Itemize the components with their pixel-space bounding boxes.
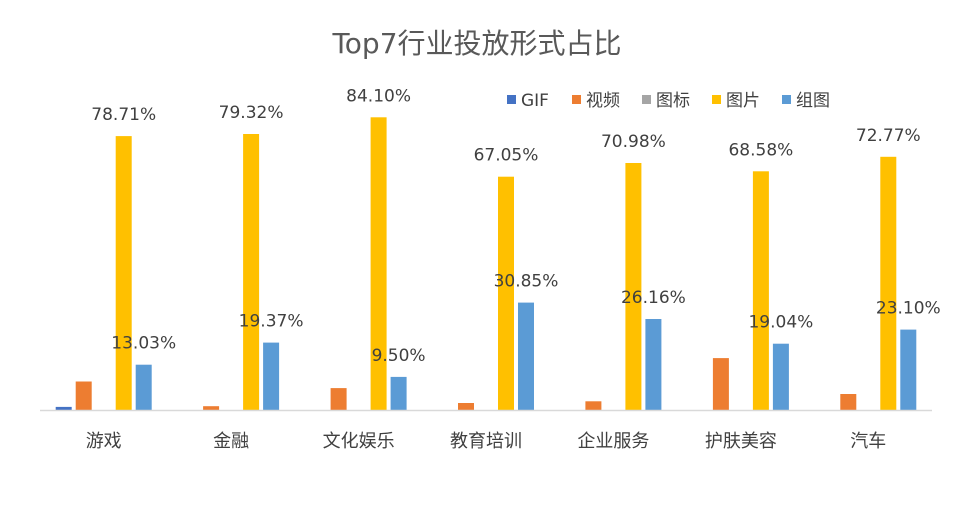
data-label-组图-护肤美容: 19.04%: [748, 313, 813, 333]
legend-swatch-组图: [782, 95, 791, 104]
legend-swatch-视频: [572, 95, 581, 104]
data-label-图片-游戏: 78.71%: [91, 105, 156, 125]
data-label-组图-教育培训: 30.85%: [494, 272, 559, 292]
data-label-图片-护肤美容: 68.58%: [728, 140, 793, 160]
bar-图片-汽车: [880, 156, 897, 410]
bar-视频-游戏: [75, 381, 92, 410]
category-label-护肤美容: 护肤美容: [705, 431, 777, 452]
bar-GIF-游戏: [55, 406, 72, 410]
data-label-图片-文化娱乐: 84.10%: [346, 86, 411, 106]
data-label-组图-金融: 19.37%: [239, 312, 304, 332]
data-label-图片-汽车: 72.77%: [856, 126, 921, 146]
data-label-图片-金融: 79.32%: [219, 103, 284, 123]
bar-组图-护肤美容: [772, 343, 789, 410]
legend-label-视频: 视频: [586, 91, 620, 111]
bar-组图-文化娱乐: [390, 376, 407, 410]
category-label-游戏: 游戏: [86, 431, 122, 452]
legend-swatch-图标: [642, 95, 651, 104]
bar-图片-文化娱乐: [370, 117, 387, 411]
bar-组图-金融: [263, 342, 280, 410]
category-label-教育培训: 教育培训: [450, 431, 522, 452]
data-label-组图-文化娱乐: 9.50%: [372, 346, 426, 366]
bar-视频-企业服务: [585, 401, 602, 410]
bar-图片-游戏: [115, 136, 132, 410]
data-label-图片-教育培训: 67.05%: [474, 146, 539, 166]
bar-图片-企业服务: [625, 163, 642, 410]
bar-视频-文化娱乐: [330, 388, 347, 410]
legend-swatch-图片: [712, 95, 721, 104]
bar-图片-教育培训: [498, 176, 514, 410]
legend-label-组图: 组图: [796, 91, 830, 111]
data-label-组图-企业服务: 26.16%: [621, 288, 686, 308]
bar-图片-金融: [243, 134, 260, 410]
data-labels-group: 78.71% 13.03% 79.32% 19.37% 84.10% 9.50% 67.05…: [91, 86, 940, 366]
data-label-组图-游戏: 13.03%: [111, 334, 176, 354]
bar-组图-企业服务: [645, 319, 662, 410]
category-label-汽车: 汽车: [850, 431, 886, 452]
bars-group: [55, 117, 917, 411]
bar-组图-汽车: [900, 329, 917, 410]
data-label-图片-企业服务: 70.98%: [601, 132, 666, 152]
legend: GIF 视频 图标 图片 组图: [507, 91, 830, 111]
bar-视频-金融: [203, 406, 220, 410]
bar-视频-教育培训: [458, 403, 474, 410]
chart-title: Top7行业投放形式占比: [331, 27, 621, 60]
legend-label-图标: 图标: [656, 91, 690, 111]
category-labels-group: 游戏 金融 文化娱乐 教育培训 企业服务 护肤美容 汽车: [86, 431, 887, 452]
bar-组图-教育培训: [518, 302, 534, 410]
category-label-企业服务: 企业服务: [577, 431, 649, 452]
legend-label-GIF: GIF: [521, 91, 549, 111]
bar-组图-游戏: [135, 364, 152, 410]
legend-swatch-GIF: [507, 95, 516, 104]
bar-视频-护肤美容: [712, 358, 729, 410]
data-label-组图-汽车: 23.10%: [876, 299, 941, 319]
bar-图片-护肤美容: [752, 171, 769, 410]
category-label-金融: 金融: [213, 431, 249, 452]
legend-label-图片: 图片: [726, 91, 760, 111]
category-label-文化娱乐: 文化娱乐: [323, 431, 395, 452]
bar-视频-汽车: [840, 394, 857, 410]
